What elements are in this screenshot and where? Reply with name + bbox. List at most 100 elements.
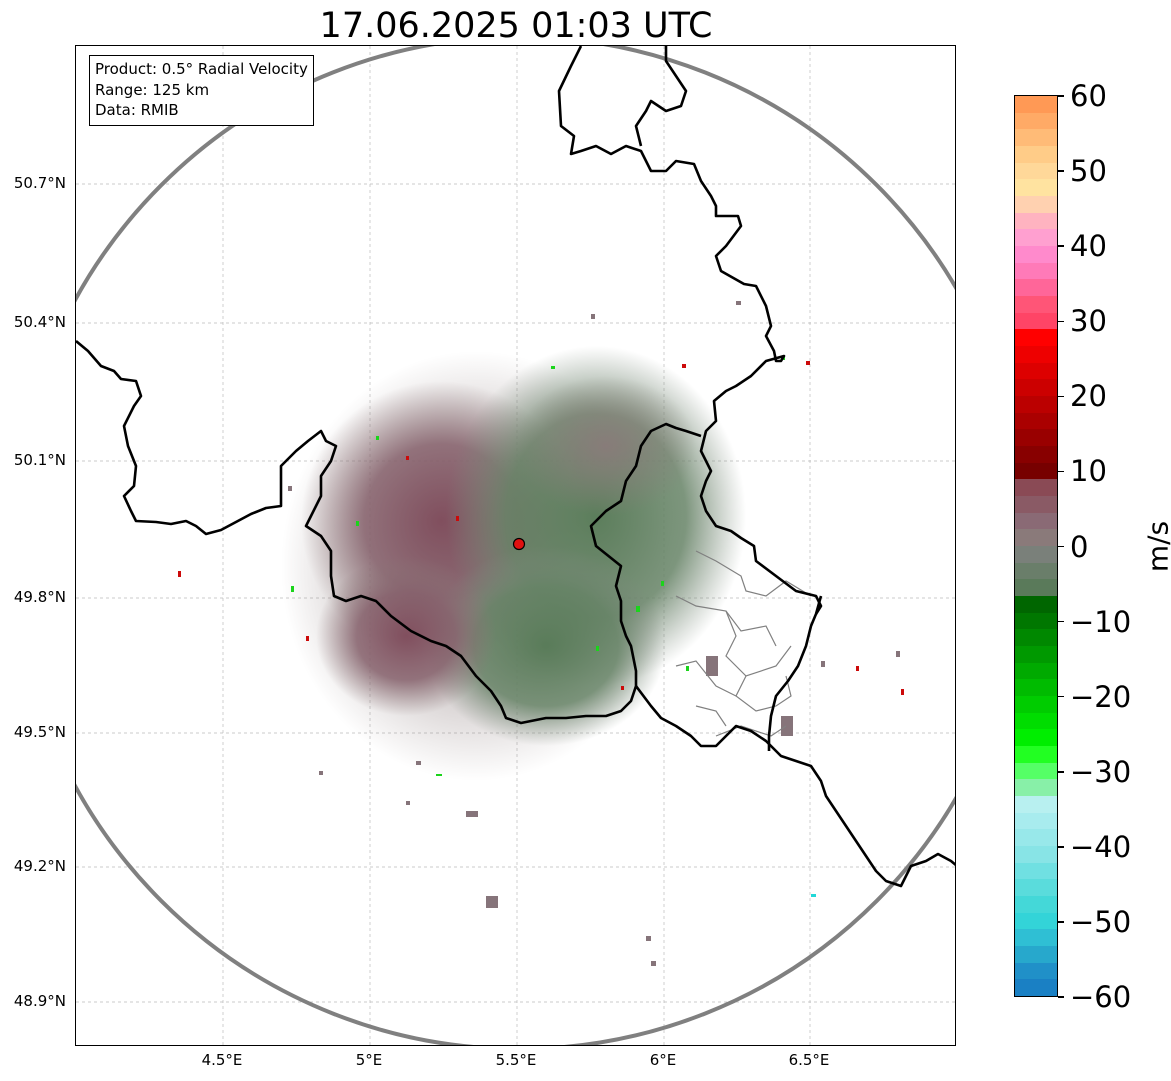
colorbar-segment	[1015, 512, 1057, 531]
colorbar-segment	[1015, 296, 1057, 314]
colorbar-segment	[1015, 846, 1057, 864]
lat-label-50-7: 50.7°N	[13, 174, 66, 192]
colorbar-tick-label: −30	[1070, 754, 1132, 789]
colorbar-segment	[1015, 962, 1057, 981]
colorbar-segment	[1015, 679, 1057, 697]
colorbar-tick-label: −50	[1070, 904, 1132, 939]
colorbar-segment	[1015, 179, 1057, 197]
colorbar-tick-label: 20	[1070, 379, 1107, 414]
colorbar-tick-label: −20	[1070, 679, 1132, 714]
colorbar-segment	[1015, 862, 1057, 881]
colorbar-tick-mark	[1058, 395, 1064, 398]
colorbar-segment	[1015, 629, 1057, 647]
colorbar-segment	[1015, 96, 1057, 114]
colorbar-segment	[1015, 162, 1057, 181]
colorbar-tick-mark	[1058, 996, 1064, 998]
colorbar-tick-label: 60	[1070, 79, 1107, 113]
colorbar-tick-label: −60	[1070, 980, 1132, 1014]
velocity-colorbar	[1014, 95, 1058, 997]
colorbar-tick-mark	[1058, 921, 1064, 923]
colorbar-segment	[1015, 696, 1057, 714]
lon-label-5: 5°E	[355, 1051, 383, 1069]
colorbar-tick-mark	[1058, 620, 1064, 623]
radar-site-marker	[512, 537, 526, 551]
colorbar-segment	[1015, 396, 1057, 414]
radar-echoes	[178, 301, 904, 966]
colorbar-segment	[1015, 212, 1057, 231]
colorbar-segment	[1015, 429, 1057, 447]
map-title: 17.06.2025 01:03 UTC	[319, 6, 713, 46]
colorbar-tick-label: 10	[1070, 454, 1107, 489]
colorbar-segment	[1015, 829, 1057, 847]
colorbar-segment	[1015, 596, 1057, 614]
colorbar-tick-mark	[1058, 771, 1064, 773]
colorbar-segment	[1015, 879, 1057, 897]
colorbar-segment	[1015, 146, 1057, 164]
colorbar-segment	[1015, 729, 1057, 747]
colorbar-tick-label: 40	[1070, 229, 1107, 264]
colorbar-segment	[1015, 712, 1057, 731]
colorbar-tick-mark	[1058, 245, 1064, 247]
colorbar-tick-mark	[1058, 470, 1064, 473]
colorbar-segment	[1015, 529, 1057, 547]
colorbar-segment	[1015, 796, 1057, 814]
colorbar-segment	[1015, 646, 1057, 664]
colorbar-segment	[1015, 562, 1057, 581]
lon-label-4-5: 4.5°E	[201, 1051, 243, 1069]
lat-label-49-8: 49.8°N	[13, 588, 66, 606]
colorbar-segment	[1015, 262, 1057, 281]
colorbar-segment	[1015, 229, 1057, 247]
colorbar-segment	[1015, 579, 1057, 597]
colorbar-tick-label: 0	[1070, 529, 1089, 564]
colorbar-segment	[1015, 946, 1057, 964]
region-borders	[675, 550, 812, 737]
radar-map-svg	[76, 46, 955, 1045]
colorbar-segment	[1015, 412, 1057, 431]
colorbar-segment	[1015, 279, 1057, 297]
national-borders	[76, 46, 955, 888]
colorbar-tick-mark	[1058, 695, 1064, 698]
colorbar-segment	[1015, 496, 1057, 514]
colorbar-segment	[1015, 446, 1057, 464]
colorbar-segment	[1015, 546, 1057, 564]
colorbar-tick-label: 30	[1070, 304, 1107, 339]
colorbar-segment	[1015, 379, 1057, 397]
colorbar-segment	[1015, 762, 1057, 781]
lat-label-50-1: 50.1°N	[13, 451, 66, 469]
colorbar-segment	[1015, 612, 1057, 631]
colorbar-segment	[1015, 662, 1057, 681]
colorbar-segment	[1015, 329, 1057, 347]
data-source-label: Data: RMIB	[95, 101, 179, 119]
colorbar-segment	[1015, 979, 1057, 996]
product-label: Product: 0.5° Radial Velocity	[95, 60, 308, 78]
colorbar-tick-label: −10	[1070, 604, 1132, 639]
colorbar-segment	[1015, 362, 1057, 381]
lat-label-49-2: 49.2°N	[13, 857, 66, 875]
colorbar-tick-mark	[1058, 320, 1064, 322]
lon-label-6: 6°E	[649, 1051, 677, 1069]
colorbar-segment	[1015, 462, 1057, 481]
colorbar-unit: m/s	[1141, 520, 1171, 573]
lon-label-6-5: 6.5°E	[788, 1051, 830, 1069]
lat-label-49-5: 49.5°N	[13, 723, 66, 741]
colorbar-segment	[1015, 196, 1057, 214]
colorbar-segment	[1015, 479, 1057, 497]
colorbar-segment	[1015, 129, 1057, 147]
colorbar-tick-label: −40	[1070, 829, 1132, 864]
colorbar-segment	[1015, 346, 1057, 364]
product-info-box: Product: 0.5° Radial Velocity Range: 125…	[89, 55, 314, 126]
colorbar-segment	[1015, 246, 1057, 264]
colorbar-segment	[1015, 312, 1057, 331]
range-label: Range: 125 km	[95, 80, 210, 99]
colorbar-tick-mark	[1058, 545, 1064, 548]
colorbar-segment	[1015, 779, 1057, 797]
colorbar-segment	[1015, 112, 1057, 131]
lat-label-50-4: 50.4°N	[13, 313, 66, 331]
colorbar-segment	[1015, 929, 1057, 947]
radar-map[interactable]	[75, 45, 956, 1046]
lat-label-48-9: 48.9°N	[13, 992, 66, 1010]
colorbar-tick-mark	[1058, 846, 1064, 848]
colorbar-tick-mark	[1058, 95, 1064, 97]
colorbar-segment	[1015, 912, 1057, 931]
colorbar-segment	[1015, 812, 1057, 831]
